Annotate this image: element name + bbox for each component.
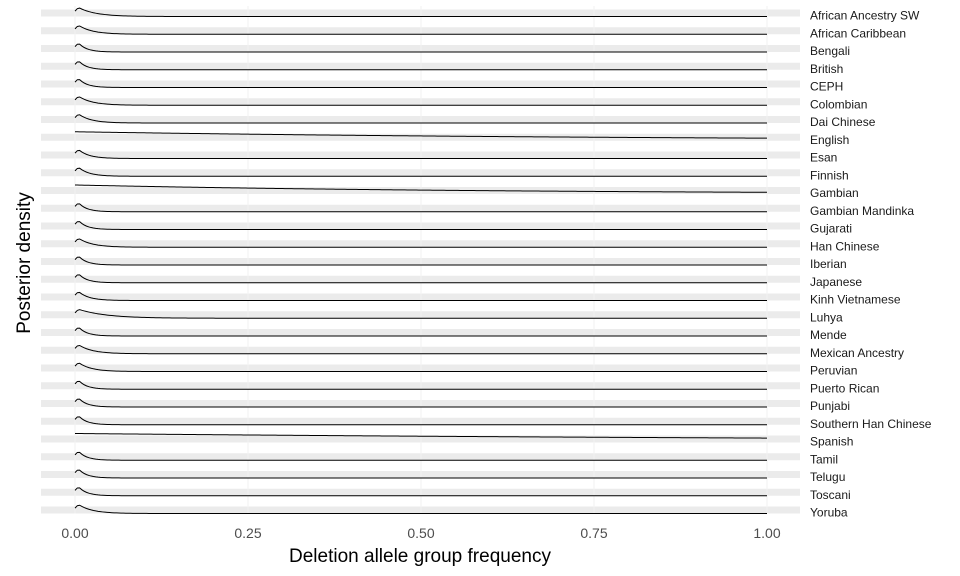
density-ridges: [74, 7, 768, 514]
row-label: Punjabi: [810, 399, 850, 413]
density-ridge: [74, 451, 767, 461]
density-ridge: [74, 291, 767, 301]
x-axis-title: Deletion allele group frequency: [289, 546, 551, 567]
density-ridge: [74, 96, 767, 106]
x-tick-label: 1.00: [753, 525, 780, 541]
density-ridge: [74, 487, 767, 497]
row-label: Spanish: [810, 435, 853, 449]
density-ridge: [74, 256, 767, 266]
row-label: Tamil: [810, 452, 838, 466]
row-label: Colombian: [810, 97, 867, 111]
density-ridge: [74, 184, 768, 193]
row-label: Japanese: [810, 275, 862, 289]
row-label: English: [810, 133, 849, 147]
density-ridge: [74, 7, 767, 17]
row-label: Gujarati: [810, 222, 852, 236]
density-ridge: [74, 25, 767, 35]
row-label: Gambian: [810, 186, 859, 200]
density-ridge: [74, 416, 767, 426]
density-ridge: [74, 327, 767, 337]
row-label: Luhya: [810, 310, 843, 324]
density-ridge: [74, 43, 767, 53]
row-label: Finnish: [810, 168, 849, 182]
density-ridge: [74, 398, 767, 408]
density-ridge: [74, 344, 767, 355]
row-label: Peruvian: [810, 364, 857, 378]
row-label: Telugu: [810, 470, 845, 484]
row-label: Yoruba: [810, 506, 848, 520]
density-ridge: [74, 221, 767, 230]
row-label: Southern Han Chinese: [810, 417, 932, 431]
x-tick-label: 0.25: [234, 525, 261, 541]
density-ridge: [74, 238, 767, 248]
row-label: Mende: [810, 328, 847, 342]
density-ridge: [74, 167, 767, 177]
density-ridge: [74, 309, 767, 319]
row-label: Puerto Rican: [810, 381, 879, 395]
row-label: Toscani: [810, 488, 851, 502]
grid-lines: [74, 6, 768, 514]
row-label: Iberian: [810, 257, 847, 271]
row-label: Kinh Vietnamese: [810, 293, 901, 307]
x-tick-label: 0.00: [61, 525, 88, 541]
density-ridge: [74, 433, 768, 439]
density-ridge: [74, 362, 767, 372]
row-label: African Ancestry SW: [810, 9, 920, 23]
row-label: Dai Chinese: [810, 115, 876, 129]
row-label: Gambian Mandinka: [810, 204, 914, 218]
row-label: Mexican Ancestry: [810, 346, 904, 360]
density-ridge: [74, 469, 767, 479]
row-label: Esan: [810, 151, 837, 165]
density-ridge: [74, 274, 767, 284]
x-tick-label: 0.50: [407, 525, 434, 541]
row-label: Bengali: [810, 44, 850, 58]
x-tick-label: 0.75: [580, 525, 607, 541]
row-labels: African Ancestry SW African Caribbean Beng…: [810, 9, 932, 520]
density-ridge: [74, 203, 767, 213]
row-label: African Caribbean: [810, 26, 906, 40]
x-axis-ticks: 0.00 0.25 0.50 0.75 1.00: [61, 525, 780, 541]
density-ridge: [74, 380, 767, 390]
y-axis-title: Posterior density: [14, 192, 35, 334]
density-ridge: [74, 131, 768, 139]
row-label: CEPH: [810, 80, 843, 94]
density-ridge: [74, 504, 767, 514]
row-label: British: [810, 62, 843, 76]
density-ridge: [74, 149, 767, 159]
density-ridge: [74, 61, 767, 71]
row-label: Han Chinese: [810, 239, 880, 253]
density-ridge: [74, 79, 767, 88]
density-ridge: [74, 114, 767, 124]
